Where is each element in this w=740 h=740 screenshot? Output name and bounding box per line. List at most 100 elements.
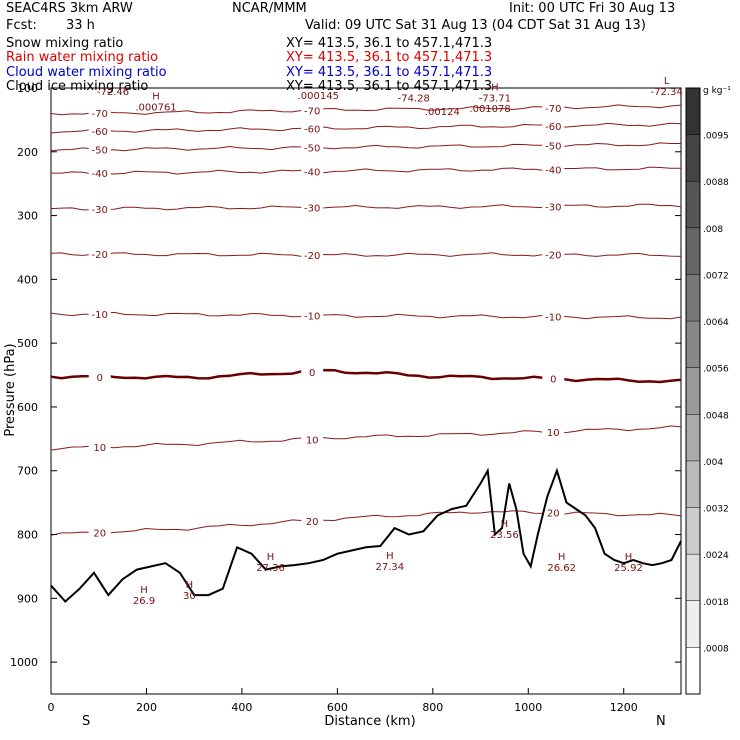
contour-label-bg <box>542 248 565 260</box>
colorbar-swatch <box>686 274 700 322</box>
y-tick-label: 600 <box>17 401 38 414</box>
extremum-value: 25.92 <box>614 563 643 574</box>
contour-label-bg <box>542 163 565 175</box>
extremum-mark: H <box>267 552 275 563</box>
x-end-label-left: S <box>82 714 90 729</box>
fcst-value: 33 h <box>66 18 95 33</box>
y-tick-label: 500 <box>17 337 38 350</box>
extremum-value: .001078 <box>469 104 510 115</box>
extremum-mark: H <box>491 83 499 94</box>
extremum-mark: H <box>501 519 509 530</box>
contour-label-bg <box>542 310 565 322</box>
contour-line <box>50 425 682 451</box>
x-tick-label: 200 <box>136 701 157 714</box>
contour-line <box>50 252 682 258</box>
x-tick-label: 1000 <box>514 701 542 714</box>
contour-label-bg <box>542 139 565 151</box>
field-cloudwater-name: Cloud water mixing ratio <box>6 65 167 80</box>
colorbar-swatch <box>686 460 700 509</box>
extremum-value: .000145 <box>298 91 339 102</box>
contour-label-bg <box>88 202 111 214</box>
extremum-value: 27.36 <box>256 563 285 574</box>
extremum-mark: H <box>152 91 160 102</box>
contour-label-bg <box>542 506 565 518</box>
contour-label-bg <box>88 107 111 119</box>
colorbar: .0095 .0088 .008 .0072 .0064 .0056 .0048 .004 .0… <box>685 87 729 695</box>
contour-label: -50 <box>545 142 561 153</box>
extremum-mark: H <box>625 552 633 563</box>
colorbar-swatch <box>686 181 700 229</box>
contour-label: -50 <box>92 145 108 156</box>
colorbar-swatch <box>686 367 700 415</box>
colorbar-swatch <box>686 414 700 462</box>
y-tick-label: 200 <box>17 146 38 159</box>
contour-line <box>50 122 682 134</box>
y-tick-label: 800 <box>17 529 38 542</box>
colorbar-swatch <box>686 507 700 555</box>
extremum-mark: H <box>386 551 394 562</box>
extrema-labels: H.000761.000145 -74.28.00124H-73.71.00107… <box>97 76 683 607</box>
contour-label: -20 <box>92 250 108 261</box>
contour-label-bg <box>542 119 565 131</box>
colorbar-units: g kg⁻¹ <box>703 86 731 96</box>
contour-label: -40 <box>92 169 108 180</box>
contour-label: 10 <box>306 435 319 446</box>
contour-label-bg <box>301 309 324 321</box>
colorbar-swatch <box>686 321 700 369</box>
field-snow-name: Snow mixing ratio <box>6 36 124 51</box>
extremum-value: 26.62 <box>547 563 576 574</box>
contour-line <box>50 510 682 536</box>
contour-line <box>50 311 682 320</box>
colorbar-swatch <box>686 600 700 648</box>
terrain <box>50 467 682 603</box>
contour-label-bg <box>542 426 565 438</box>
temperature-contours: -70 -70 -70 -60 -60 -60 -50 -50 -50 -40 -40 -40 -30 -… <box>50 101 682 539</box>
extremum-value: -74.28 <box>398 94 430 105</box>
y-tick-label: 300 <box>17 210 38 223</box>
extremum-value: 30 <box>183 591 196 602</box>
init-time: Init: 00 UTC Fri 30 Aug 13 <box>509 1 676 16</box>
contour-line <box>50 142 681 152</box>
extremum-value: 26.9 <box>133 596 155 607</box>
contour-line <box>50 368 682 384</box>
field-ice-xy: XY= 413.5, 36.1 to 457.1,471.3 <box>286 79 493 94</box>
contour-label: -10 <box>92 310 108 321</box>
colorbar-swatch <box>686 227 700 275</box>
y-tick-label: 100 <box>17 82 38 95</box>
colorbar-swatch <box>686 134 700 182</box>
contour-label-bg <box>88 370 111 382</box>
extremum-mark: H <box>140 585 148 596</box>
colorbar-swatch <box>686 88 700 136</box>
extremum-value: 27.34 <box>376 562 405 573</box>
contour-label-bg <box>88 167 111 179</box>
extremum-mark: L <box>664 76 670 87</box>
x-tick-label: 0 <box>48 701 55 714</box>
contour-label-bg <box>88 440 111 452</box>
contour-label-bg <box>301 248 324 260</box>
colorbar-label: .0072 <box>703 271 729 281</box>
colorbar-frame <box>685 87 701 695</box>
extremum-value: -72.34 <box>651 87 683 98</box>
field-rain-name: Rain water mixing ratio <box>6 50 159 65</box>
contour-line <box>51 166 682 175</box>
extremum-mark: H <box>558 552 566 563</box>
contour-label: 0 <box>97 373 103 384</box>
contour-label: -60 <box>304 125 320 136</box>
extremum-value: .000761 <box>135 102 176 113</box>
contour-label: -20 <box>304 251 320 262</box>
model-title: SEAC4RS 3km ARW <box>6 1 133 16</box>
contour-label: 0 <box>550 374 556 385</box>
y-tick-label: 700 <box>17 465 38 478</box>
contour-label: 20 <box>306 517 319 528</box>
contour-label: -40 <box>304 167 320 178</box>
contour-label: -40 <box>545 165 561 176</box>
contour-label-bg <box>88 526 111 538</box>
contour-label: 10 <box>547 428 560 439</box>
colorbar-label: .0018 <box>703 598 729 608</box>
extremum-value: .00124 <box>425 107 460 118</box>
plot-frame <box>50 87 682 695</box>
y-tick-label: 1000 <box>10 656 38 669</box>
contour-label: -30 <box>545 202 561 213</box>
field-snow-xy: XY= 413.5, 36.1 to 457.1,471.3 <box>286 36 493 51</box>
